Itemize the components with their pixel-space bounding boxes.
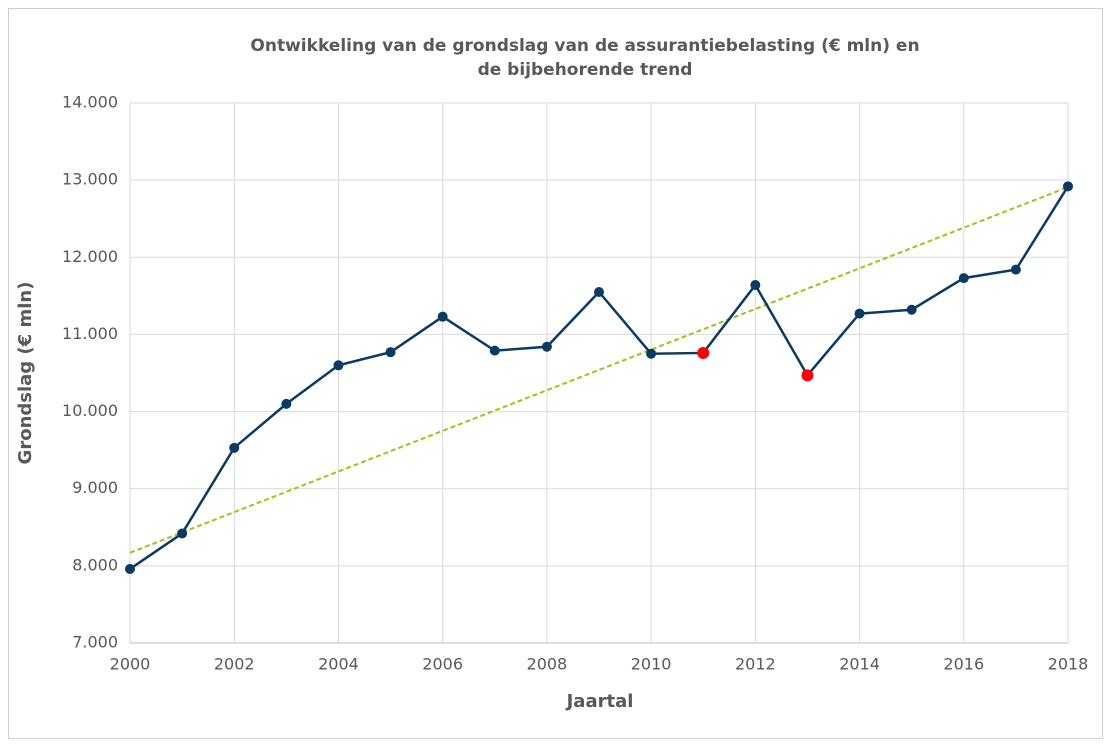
chart-title: Ontwikkeling van de grondslag van de ass… [250, 36, 919, 56]
point [646, 348, 657, 359]
y-tick-label: 10.000 [62, 401, 118, 420]
y-tick-label: 11.000 [62, 324, 118, 343]
point [958, 273, 969, 284]
x-axis-title: Jaartal [565, 691, 634, 712]
point [177, 528, 188, 539]
point [594, 287, 604, 297]
x-tick-label: 2006 [422, 655, 463, 674]
point [750, 280, 761, 291]
y-tick-label: 8.000 [72, 555, 118, 574]
x-tick-label: 2000 [110, 655, 151, 674]
x-tick-label: 2014 [839, 655, 880, 674]
x-tick-label: 2008 [527, 655, 568, 674]
y-tick-label: 13.000 [62, 170, 118, 189]
point [229, 442, 240, 453]
x-tick-label: 2002 [214, 655, 255, 674]
x-tick-label: 2012 [735, 655, 776, 674]
x-tick-label: 2016 [943, 655, 984, 674]
point [125, 563, 135, 574]
highlight-point [697, 346, 710, 359]
point [906, 304, 917, 315]
x-tick-label: 2010 [631, 655, 672, 674]
chart-frame [8, 8, 1103, 739]
x-tick-label: 2004 [318, 655, 359, 674]
y-tick-label: 7.000 [72, 633, 118, 652]
point [385, 347, 396, 358]
y-tick-label: 9.000 [72, 478, 118, 497]
point [1063, 181, 1073, 192]
chart-title: de bijbehorende trend [478, 60, 693, 80]
highlight-point [801, 369, 814, 382]
point [1010, 264, 1021, 275]
y-tick-label: 14.000 [62, 93, 118, 112]
x-tick-label: 2018 [1048, 655, 1089, 674]
y-axis-title: Grondslag (€ mln) [15, 282, 36, 465]
point [437, 311, 448, 322]
point [541, 341, 552, 352]
point [333, 360, 344, 371]
point [281, 398, 292, 409]
y-tick-label: 12.000 [62, 247, 118, 266]
point [854, 308, 865, 319]
point [489, 345, 500, 356]
